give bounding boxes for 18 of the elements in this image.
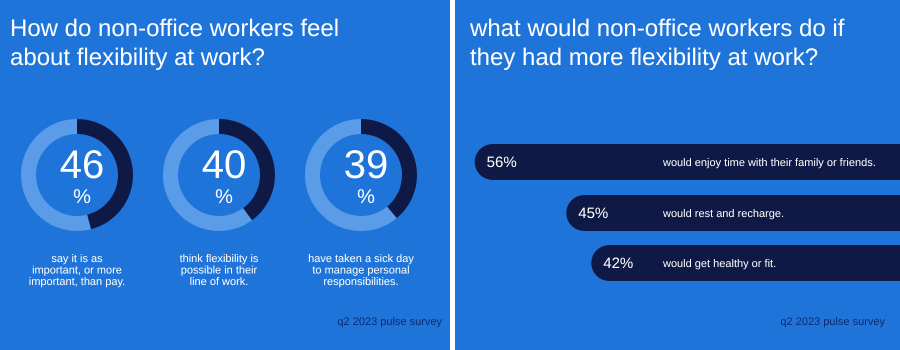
donut-slice xyxy=(305,119,397,231)
text: have taken a sick day to manage personal responsibilities. xyxy=(308,253,414,288)
chart-title: How do non-office workers feel about flexibility at work? xyxy=(10,15,340,71)
chart-title: what would non-office workers do if they had more flexibility at work? xyxy=(469,15,845,71)
text: say it is as important, or more important, than pay. xyxy=(28,253,126,288)
text: q2 2023 pulse survey xyxy=(780,316,886,328)
data-label: 56% xyxy=(486,154,517,171)
text: think flexibility is possible in their line of work. xyxy=(180,253,259,288)
y-tick-label: would rest and recharge. xyxy=(662,208,784,220)
data-label: 46 % xyxy=(60,143,104,208)
text: q2 2023 pulse survey xyxy=(337,316,442,328)
data-label: 45% xyxy=(578,205,608,222)
y-tick-label: would enjoy time with their family or friends. xyxy=(662,157,876,169)
data-label: 42% xyxy=(603,255,634,272)
data-label: 40 % xyxy=(202,143,246,208)
y-tick-label: would get healthy or fit. xyxy=(662,258,776,270)
donut-slice xyxy=(163,119,252,231)
data-label: 39 % xyxy=(344,143,388,208)
